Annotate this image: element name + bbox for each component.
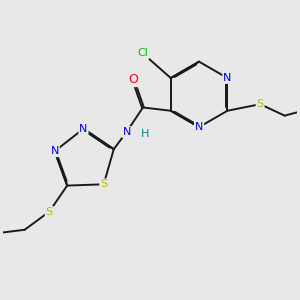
- Text: H: H: [140, 129, 149, 139]
- Text: N: N: [223, 73, 232, 83]
- Text: N: N: [79, 124, 88, 134]
- Text: S: S: [46, 207, 53, 217]
- Text: N: N: [122, 127, 131, 137]
- Text: S: S: [256, 99, 264, 109]
- Text: O: O: [128, 73, 138, 86]
- Text: S: S: [100, 179, 107, 189]
- Text: N: N: [50, 146, 59, 156]
- Text: N: N: [195, 122, 203, 132]
- Text: Cl: Cl: [137, 49, 148, 58]
